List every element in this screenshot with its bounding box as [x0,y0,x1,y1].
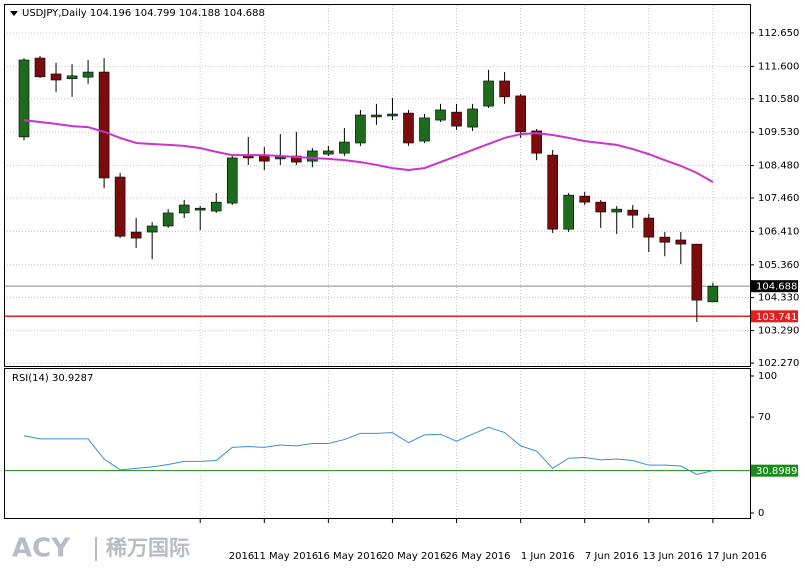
plot-layer: 112.650 111.600 110.580 109.530 108.480 107.4… [4,5,799,562]
y-tick-label: 108.480 [758,161,799,172]
candle-body [403,112,414,144]
candle-body [371,114,382,118]
candle-body [66,75,78,80]
candle-body [531,130,542,154]
candle-body [34,57,46,78]
candle-body [194,207,206,211]
y-tick-label: 102.270 [758,358,799,369]
y-tick-label: 100 [758,371,777,382]
candle-body [130,231,142,239]
x-tick-label: 11 May 2016 [253,551,318,562]
y-tick-label: 106.410 [758,226,799,237]
candle-body [467,108,478,128]
x-tick-label: 26 May 2016 [445,551,510,562]
candle-body [483,80,494,107]
y-tick-label: 103.290 [758,326,799,337]
level-line-label: 103.741 [756,312,797,323]
rsi-level-line-label-box [751,464,798,477]
y-tick-label: 111.600 [758,61,799,72]
candle-body [275,156,286,160]
x-tick-label: 16 May 2016 [317,551,382,562]
candle-body [114,176,126,237]
candle-body [226,157,238,204]
price-line-label-box [751,280,798,293]
candle-body [307,150,318,162]
candle-body [387,113,398,117]
moving-average [23,119,714,183]
candle-body [419,117,430,142]
candle-body [178,204,190,214]
candle-body [98,71,110,179]
rsi-panel-frame [4,368,751,519]
candle-body [515,95,526,133]
x-tick-label: 2016 [229,551,254,562]
x-tick-label: 20 May 2016 [381,551,446,562]
watermark-brand: ACY [12,534,71,564]
candle-body [595,201,607,213]
candle-body [162,212,174,227]
chart-title: USDJPY,Daily 104.196 104.799 104.188 104… [22,8,265,19]
candle-body [707,285,719,303]
x-tick-label: 7 Jun 2016 [585,551,639,562]
rsi-title: RSI(14) 30.9287 [12,373,93,384]
menu-arrow [10,11,18,16]
y-tick-label: 105.360 [758,260,799,271]
candle-body [579,195,591,203]
candle-body [659,236,671,243]
watermark-backdrop [0,526,226,572]
x-tick-label: 1 Jun 2016 [521,551,575,562]
candle-body [563,194,574,230]
x-tick-label: 17 Jun 2016 [707,551,767,562]
y-tick-label: 109.530 [758,127,799,138]
candle-body [50,73,62,81]
candle-body [675,239,687,245]
y-tick-label: 70 [758,412,771,423]
price-panel-frame [4,4,751,367]
level-line-label-box [751,310,798,323]
candle-body [435,109,446,121]
y-tick-label: 0 [758,508,764,519]
y-tick-label: 110.580 [758,94,799,105]
candle-body [451,111,462,127]
candle-body [339,141,350,154]
candle-body [627,209,639,216]
candle-body [146,225,158,233]
y-tick-label: 107.460 [758,193,799,204]
y-tick-label: 104.330 [758,293,799,304]
candle-body [643,217,655,238]
y-tick-label: 112.650 [758,28,799,39]
rsi-level-line-label: 30.8989 [756,466,797,477]
watermark-name: 稀万国际 [106,536,190,560]
candle-body [355,114,366,144]
x-tick-label: 13 Jun 2016 [643,551,703,562]
rsi-line [23,426,713,476]
candle-body [611,208,623,213]
candle-body [547,154,558,230]
candle-body [18,59,30,138]
candle-body [210,201,222,212]
price-line-label: 104.688 [756,282,797,293]
candle-body [323,150,334,155]
candle-body [82,71,94,78]
candle-body [499,80,510,98]
candle-body [691,243,703,301]
